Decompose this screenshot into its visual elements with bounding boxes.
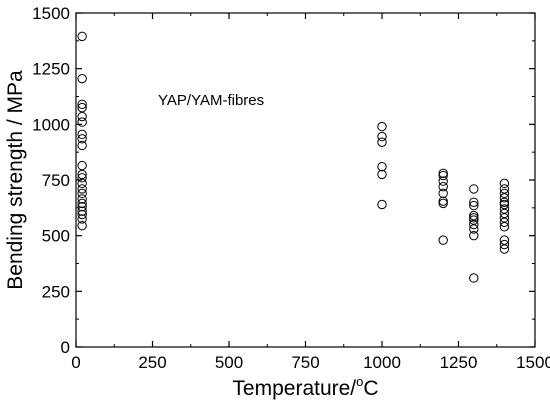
data-point	[77, 209, 87, 220]
y-axis-title: Bending strength / MPa	[4, 70, 27, 290]
x-tick-label: 750	[291, 353, 319, 372]
data-point	[77, 169, 87, 180]
data-point	[77, 178, 87, 189]
data-point	[469, 273, 479, 283]
x-tick-label: 0	[71, 353, 80, 372]
data-point	[438, 168, 448, 179]
data-point	[77, 214, 87, 224]
y-tick-label: 750	[42, 171, 70, 190]
data-point	[499, 178, 510, 189]
data-point	[77, 102, 87, 113]
data-point	[499, 208, 510, 219]
data-point	[438, 188, 448, 199]
data-point	[377, 121, 387, 132]
data-point	[469, 215, 479, 225]
data-point	[377, 137, 387, 147]
data-point	[438, 198, 448, 209]
data-point	[499, 204, 510, 214]
data-point	[438, 181, 448, 192]
data-point	[499, 188, 510, 199]
data-point	[77, 206, 87, 216]
data-point	[77, 31, 87, 42]
x-tick-label: 1500	[516, 353, 550, 372]
data-point	[469, 230, 479, 241]
plot-frame	[75, 12, 536, 348]
data-point	[499, 239, 510, 250]
data-point	[469, 210, 479, 221]
data-point	[377, 199, 387, 210]
data-point	[77, 198, 87, 209]
x-tick-label: 1000	[363, 353, 401, 372]
data-point	[77, 99, 87, 109]
data-point	[77, 173, 87, 183]
axis-ticks	[75, 12, 536, 348]
x-tick-label: 1250	[440, 353, 478, 372]
y-tick-label: 0	[61, 338, 70, 357]
tick-labels: 0 250 500 750 1000 1250 1500 0 250 500 750 1000 1250…	[32, 4, 550, 372]
data-point	[377, 161, 387, 172]
data-point	[377, 131, 387, 142]
x-tick-label: 250	[138, 353, 166, 372]
data-point	[77, 117, 87, 127]
data-point	[469, 197, 479, 207]
annotation-label: YAP/YAM-fibres	[158, 92, 264, 109]
y-tick-label: 500	[42, 227, 70, 246]
data-point	[77, 220, 87, 231]
data-point	[438, 196, 448, 206]
data-point	[469, 224, 479, 234]
y-tick-label: 250	[42, 282, 70, 301]
data-point	[77, 73, 87, 84]
data-point	[499, 222, 510, 232]
data-point	[499, 184, 510, 194]
data-point	[77, 111, 87, 122]
data-point	[77, 140, 87, 151]
data-point	[77, 188, 87, 199]
x-axis-title-main: Temperature/	[232, 377, 356, 400]
x-axis-title-unit: C	[363, 377, 378, 400]
data-points	[77, 31, 510, 283]
data-point	[499, 193, 510, 203]
y-tick-label: 1000	[32, 115, 70, 134]
data-point	[77, 160, 87, 171]
data-point	[77, 202, 87, 212]
data-point	[77, 184, 87, 194]
data-point	[499, 244, 510, 254]
data-point	[469, 219, 479, 230]
data-point	[77, 129, 87, 140]
data-point	[499, 217, 510, 228]
data-point	[77, 134, 87, 144]
data-point	[377, 169, 387, 180]
data-point	[438, 235, 448, 245]
x-axis-title-degree: o	[356, 374, 363, 389]
data-point	[438, 170, 448, 181]
y-tick-label: 1250	[32, 60, 70, 79]
data-point	[469, 200, 479, 211]
data-point	[469, 184, 479, 194]
data-point	[438, 176, 448, 186]
x-tick-label: 500	[215, 353, 243, 372]
y-tick-label: 1500	[32, 4, 70, 23]
data-point	[499, 213, 510, 223]
data-point	[499, 197, 510, 207]
data-point	[499, 235, 510, 245]
data-point	[77, 194, 87, 204]
data-point	[469, 213, 479, 223]
data-point	[499, 199, 510, 210]
x-axis-title: Temperature/oC	[232, 374, 378, 400]
